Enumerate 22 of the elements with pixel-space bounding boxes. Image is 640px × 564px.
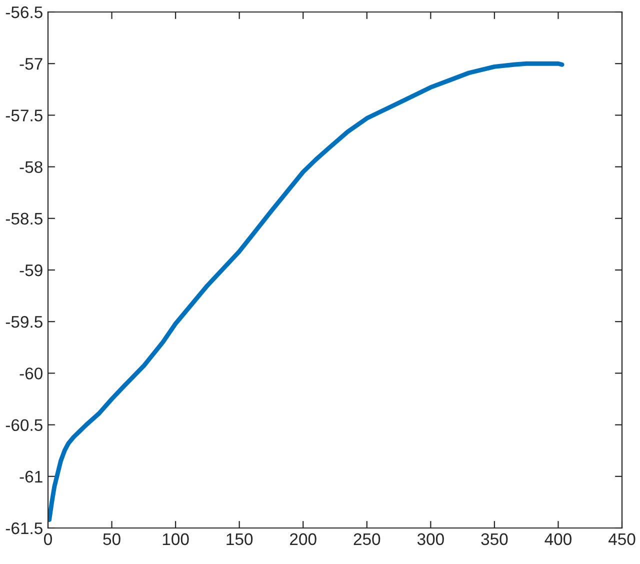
y-tick-label: -59.5 xyxy=(6,316,42,328)
y-tick-label: -61 xyxy=(20,470,42,483)
line-series xyxy=(48,61,564,522)
y-tick-label: -61.5 xyxy=(6,522,42,534)
x-tick-label: 350 xyxy=(481,533,508,546)
y-tick-label: -57 xyxy=(20,58,42,70)
y-tick-label: -57.5 xyxy=(6,110,42,122)
y-tick-label: -60.5 xyxy=(6,419,42,432)
y-tick-label: -60 xyxy=(20,368,42,380)
y-tick-label: -58.5 xyxy=(6,212,42,225)
y-tick-label: -56.5 xyxy=(6,6,42,18)
x-tick-label: 400 xyxy=(544,533,572,546)
x-tick-label: 100 xyxy=(162,533,189,546)
x-tick-label: 150 xyxy=(226,533,253,546)
x-tick-label: 50 xyxy=(103,533,120,546)
x-tick-label: 250 xyxy=(354,533,380,546)
x-tick-label: 0 xyxy=(44,533,52,546)
x-tick-label: 300 xyxy=(417,533,444,546)
x-tick-label: 200 xyxy=(290,533,316,546)
x-tick-label: 450 xyxy=(608,533,636,546)
y-tick-label: -58 xyxy=(20,161,42,174)
y-tick-label: -59 xyxy=(20,264,42,276)
